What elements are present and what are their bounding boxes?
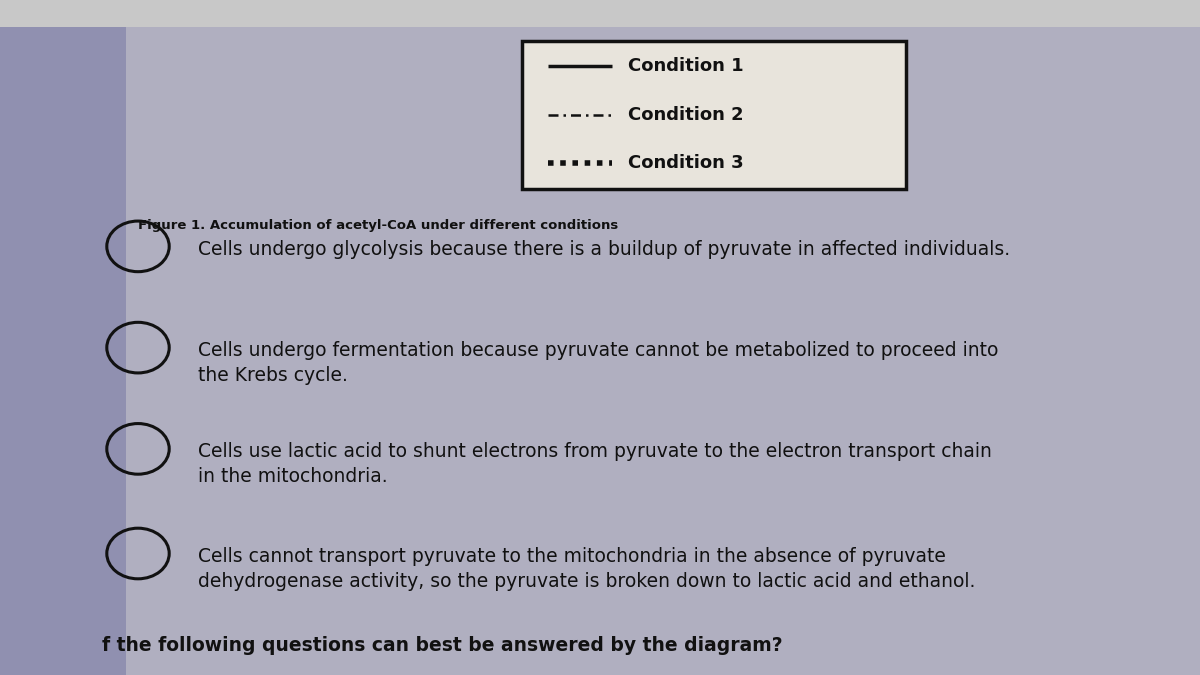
Text: Cells cannot transport pyruvate to the mitochondria in the absence of pyruvate
d: Cells cannot transport pyruvate to the m… (198, 547, 976, 591)
FancyBboxPatch shape (0, 0, 1200, 27)
Text: Condition 1: Condition 1 (628, 57, 743, 75)
Text: Cells undergo fermentation because pyruvate cannot be metabolized to proceed int: Cells undergo fermentation because pyruv… (198, 341, 998, 385)
FancyBboxPatch shape (0, 0, 126, 675)
Text: Condition 2: Condition 2 (628, 106, 743, 124)
Text: Cells undergo glycolysis because there is a buildup of pyruvate in affected indi: Cells undergo glycolysis because there i… (198, 240, 1010, 259)
FancyBboxPatch shape (522, 40, 906, 189)
Text: f the following questions can best be answered by the diagram?: f the following questions can best be an… (102, 636, 782, 655)
Text: Figure 1. Accumulation of acetyl-CoA under different conditions: Figure 1. Accumulation of acetyl-CoA und… (138, 219, 618, 232)
Text: Condition 3: Condition 3 (628, 155, 743, 172)
Text: Cells use lactic acid to shunt electrons from pyruvate to the electron transport: Cells use lactic acid to shunt electrons… (198, 442, 992, 486)
